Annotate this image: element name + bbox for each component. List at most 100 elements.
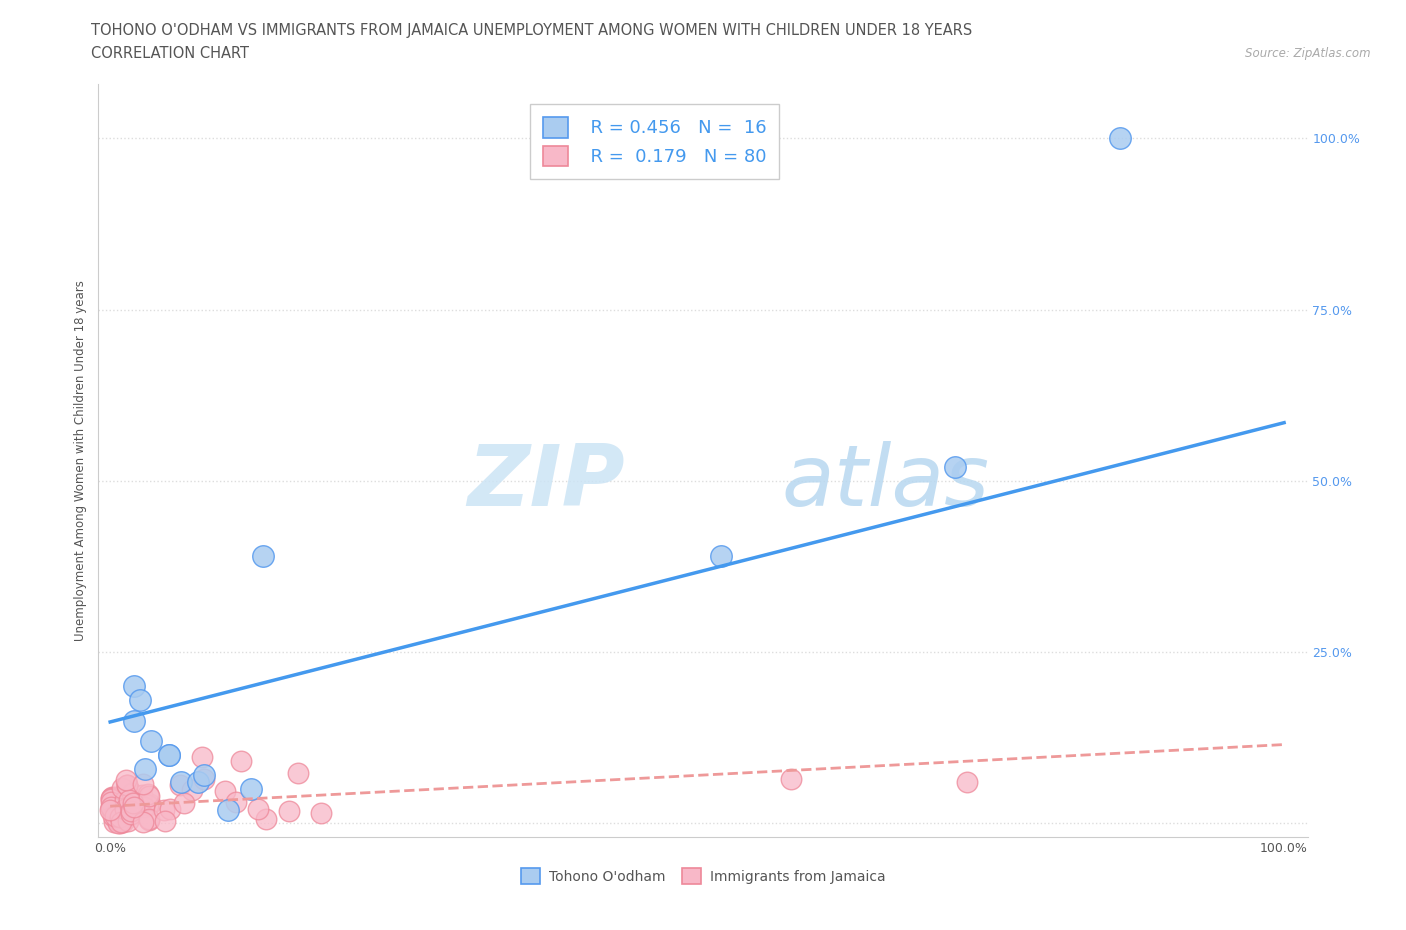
Point — [101, 808, 124, 823]
Point — [100, 790, 122, 805]
Point — [114, 792, 136, 807]
Point — [107, 800, 129, 815]
Point — [100, 791, 122, 806]
Point — [138, 813, 160, 828]
Point — [108, 809, 131, 824]
Text: TOHONO O'ODHAM VS IMMIGRANTS FROM JAMAICA UNEMPLOYMENT AMONG WOMEN WITH CHILDREN: TOHONO O'ODHAM VS IMMIGRANTS FROM JAMAIC… — [91, 23, 973, 38]
Point — [112, 791, 135, 806]
Point — [108, 816, 131, 830]
Point — [132, 777, 155, 791]
Point — [107, 813, 129, 828]
Point — [120, 804, 142, 818]
Point — [190, 750, 212, 764]
Point — [173, 795, 195, 810]
Point — [152, 803, 174, 817]
Point — [169, 775, 191, 790]
Text: Source: ZipAtlas.com: Source: ZipAtlas.com — [1246, 46, 1371, 60]
Point — [112, 807, 135, 822]
Legend: Tohono O'odham, Immigrants from Jamaica: Tohono O'odham, Immigrants from Jamaica — [512, 858, 894, 894]
Point — [115, 773, 138, 788]
Point — [181, 782, 204, 797]
Point — [100, 799, 122, 814]
Point — [103, 815, 125, 830]
Point — [131, 787, 153, 802]
Point — [138, 812, 160, 827]
Point — [214, 784, 236, 799]
Point — [139, 796, 162, 811]
Point — [100, 790, 122, 804]
Point — [122, 799, 145, 814]
Point — [1108, 131, 1130, 146]
Point — [111, 780, 134, 795]
Point — [780, 771, 803, 786]
Point — [157, 748, 180, 763]
Point — [104, 790, 127, 804]
Point — [229, 753, 252, 768]
Point — [159, 802, 181, 817]
Point — [107, 816, 129, 830]
Point — [114, 801, 136, 816]
Point — [132, 815, 155, 830]
Point — [115, 777, 138, 792]
Point — [108, 793, 131, 808]
Point — [136, 786, 159, 801]
Point — [122, 795, 145, 810]
Point — [98, 803, 121, 817]
Point — [104, 809, 127, 824]
Point — [710, 549, 733, 564]
Point — [105, 808, 128, 823]
Point — [111, 810, 134, 825]
Point — [114, 809, 136, 824]
Point — [110, 808, 132, 823]
Point — [217, 803, 239, 817]
Point — [132, 800, 155, 815]
Point — [141, 734, 163, 749]
Point — [309, 805, 332, 820]
Y-axis label: Unemployment Among Women with Children Under 18 years: Unemployment Among Women with Children U… — [75, 280, 87, 641]
Point — [153, 814, 176, 829]
Point — [134, 761, 156, 776]
Text: ZIP: ZIP — [467, 442, 624, 525]
Text: CORRELATION CHART: CORRELATION CHART — [91, 46, 249, 61]
Point — [138, 789, 160, 804]
Point — [104, 801, 127, 816]
Point — [107, 810, 129, 825]
Point — [115, 778, 138, 793]
Point — [128, 693, 150, 708]
Point — [193, 772, 215, 787]
Point — [115, 802, 138, 817]
Point — [108, 809, 131, 824]
Point — [246, 802, 269, 817]
Point — [169, 777, 191, 792]
Point — [112, 795, 135, 810]
Point — [187, 775, 209, 790]
Point — [100, 800, 122, 815]
Point — [110, 815, 132, 830]
Point — [193, 768, 215, 783]
Point — [121, 786, 143, 801]
Point — [104, 803, 127, 817]
Point — [103, 790, 125, 805]
Point — [120, 806, 142, 821]
Point — [254, 812, 277, 827]
Point — [110, 808, 132, 823]
Point — [104, 791, 127, 806]
Point — [240, 781, 263, 796]
Point — [157, 748, 180, 763]
Point — [122, 679, 145, 694]
Point — [105, 804, 128, 819]
Point — [287, 765, 309, 780]
Point — [122, 713, 145, 728]
Point — [118, 792, 141, 807]
Point — [100, 795, 122, 810]
Point — [225, 794, 247, 809]
Point — [112, 794, 135, 809]
Point — [252, 549, 274, 564]
Point — [118, 799, 141, 814]
Point — [111, 815, 134, 830]
Point — [945, 459, 967, 474]
Point — [117, 814, 139, 829]
Point — [278, 804, 301, 818]
Point — [101, 804, 124, 819]
Point — [956, 775, 979, 790]
